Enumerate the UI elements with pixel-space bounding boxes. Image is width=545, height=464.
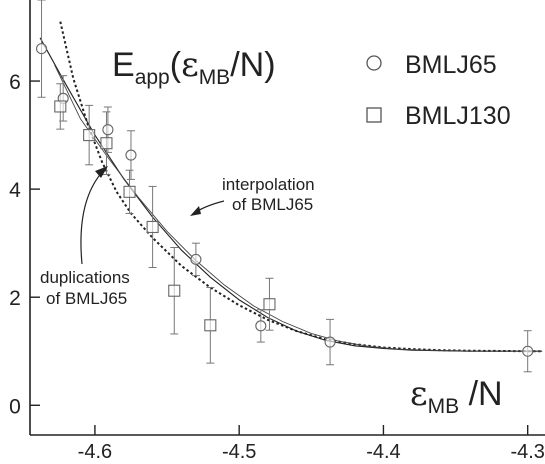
chart-title: Eapp(εMB/N) [112, 45, 276, 89]
data-point-circle [102, 124, 114, 136]
curves-layer [39, 21, 543, 353]
annotation-duplications-line2: of BMLJ65 [46, 289, 127, 308]
data-point-circle [522, 345, 534, 357]
data-point-square [168, 284, 181, 297]
legend: BMLJ65 BMLJ130 [366, 51, 511, 130]
data-point-circle [35, 43, 48, 55]
data-point-square [123, 185, 136, 198]
x-axis-label: εMB /N [410, 374, 503, 418]
y-tick-label: 0 [9, 395, 21, 418]
legend-label-bmlj65: BMLJ65 [405, 51, 497, 79]
data-point-circle [324, 336, 336, 348]
annotation-interpolation: interpolation of BMLJ65 [190, 175, 315, 216]
data-point-square [146, 220, 159, 234]
ticks-layer: -4.6 -4.5 -4.4 -4.3 0 2 4 6 [9, 71, 545, 463]
annotation-duplications: duplications of BMLJ65 [40, 166, 130, 308]
annotation-interpolation-line1: interpolation [222, 175, 315, 194]
curve-dotted [59, 21, 543, 353]
annotation-duplications-arrow [80, 169, 105, 265]
data-point-square [263, 298, 276, 311]
annotation-interpolation-arrowhead [190, 206, 201, 216]
data-point-square [54, 100, 67, 113]
x-tick-label: -4.6 [78, 441, 112, 463]
axes-layer [29, 0, 545, 436]
data-point-square [204, 319, 217, 332]
y-tick-label: 4 [9, 179, 21, 202]
annotation-duplications-line1: duplications [40, 268, 130, 287]
y-tick-label: 2 [9, 287, 21, 310]
legend-circle-marker [366, 55, 382, 71]
legend-square-marker [366, 107, 382, 123]
data-point-circle [190, 253, 202, 265]
x-tick-label: -4.3 [510, 441, 544, 463]
data-point-circle [125, 149, 137, 161]
annotation-duplications-arrowhead [95, 166, 108, 178]
y-tick-label: 6 [9, 71, 21, 94]
data-point-square [83, 129, 96, 142]
annotation-interpolation-line2: of BMLJ65 [232, 195, 313, 214]
markers-layer [35, 43, 534, 357]
data-point-circle [255, 320, 267, 332]
curve-thin [54, 64, 543, 352]
x-tick-label: -4.5 [222, 441, 256, 463]
x-tick-label: -4.4 [366, 441, 400, 463]
legend-label-bmlj130: BMLJ130 [405, 102, 511, 130]
data-point-square [100, 137, 113, 150]
